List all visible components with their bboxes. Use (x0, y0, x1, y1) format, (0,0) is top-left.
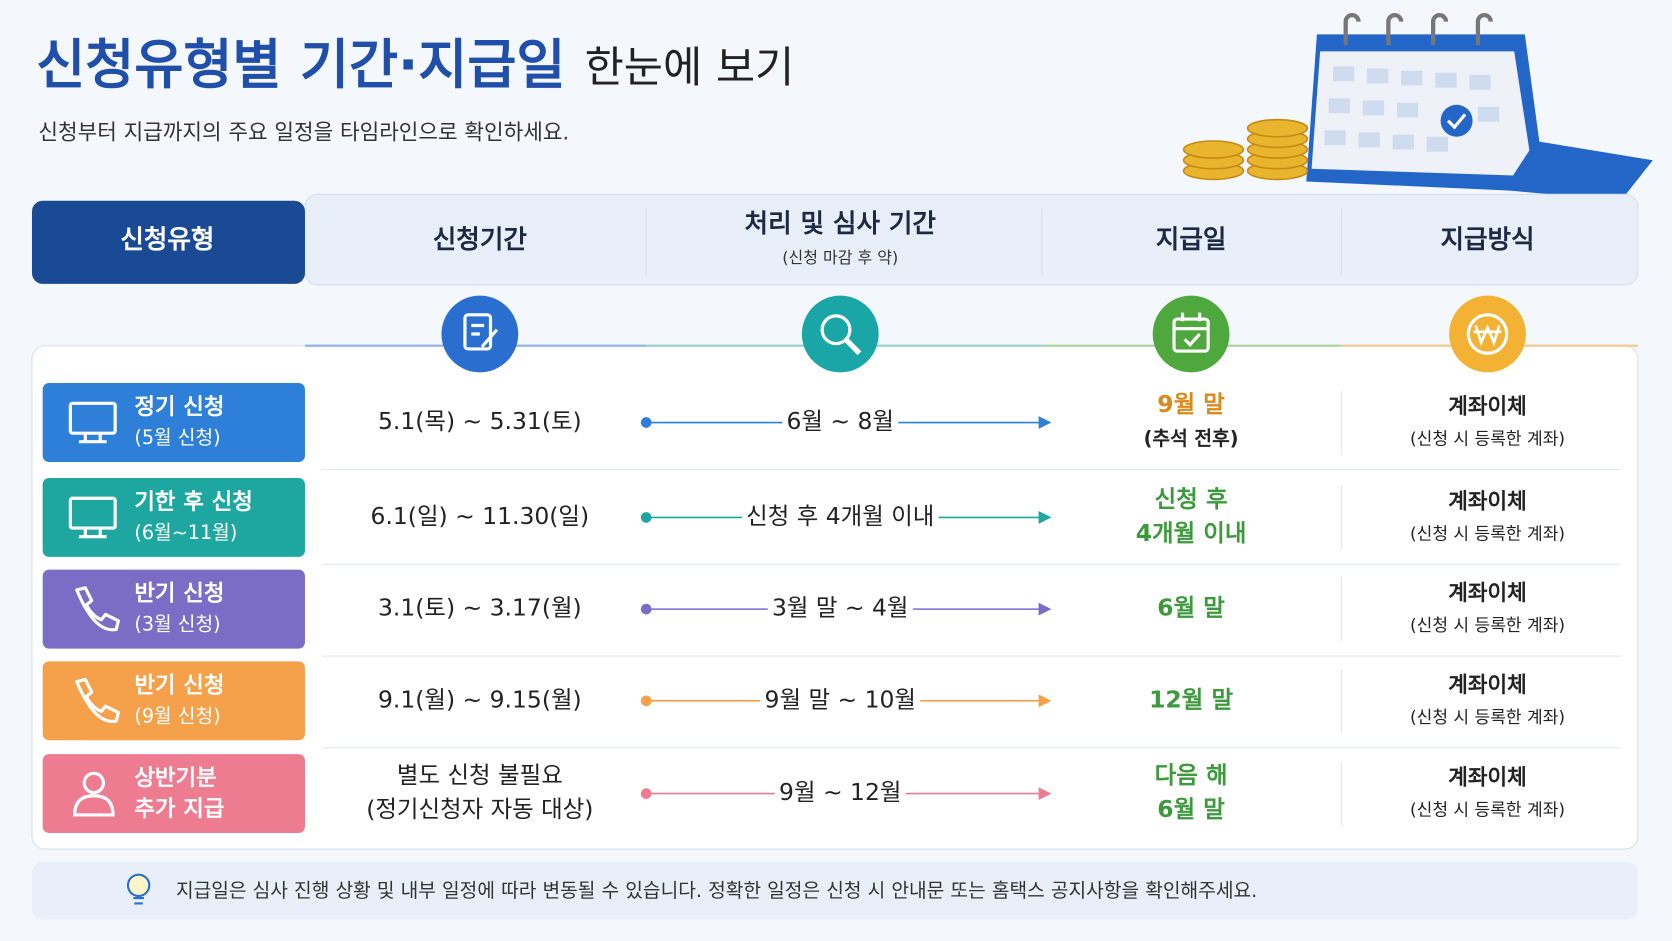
period-text: 9.1(월) ~ 9.15(월) (378, 685, 582, 713)
type-label: 추가 지급 (134, 796, 224, 822)
timeline-start (640, 512, 652, 523)
header-dividers (645, 208, 1342, 276)
processing-text: 신청 후 4개월 이내 (746, 502, 934, 530)
column-icon (1449, 295, 1526, 373)
type-icon (68, 496, 117, 539)
method-text: (신청 시 등록한 계좌) (1410, 430, 1565, 450)
type-label: (5월 신청) (134, 426, 220, 449)
processing-text: 6월 ~ 8월 (787, 407, 895, 435)
type-label: 기한 후 신청 (134, 489, 253, 515)
processing-bg (782, 407, 899, 438)
glyph (471, 323, 499, 348)
processing-text: 9월 ~ 12월 (779, 778, 901, 806)
glyph (68, 496, 117, 530)
processing-bg (741, 502, 939, 533)
title-suffix: 한눈에 보기 (585, 43, 795, 93)
glyph (1473, 324, 1502, 347)
column-icon-glyph (1172, 312, 1210, 353)
column-icon-glyph (820, 314, 862, 356)
glyph (1466, 313, 1509, 355)
header-type-cell (31, 200, 305, 284)
payout-text: 12월 말 (1149, 685, 1233, 713)
glyph (73, 794, 115, 817)
type-icon (68, 401, 117, 444)
method-text: 계좌이체 (1448, 581, 1526, 606)
note: 지급일은 심사 진행 상황 및 내부 일정에 따라 변동될 수 있습니다. 정확… (176, 879, 1257, 902)
method-text: 계좌이체 (1448, 766, 1526, 791)
glyph (82, 771, 106, 795)
column-icon-glyph (463, 313, 499, 351)
type-label: (9월 신청) (134, 704, 220, 727)
glyph (463, 313, 493, 351)
timeline-arrow (1038, 511, 1052, 524)
column-icon (1152, 295, 1230, 373)
period-text: (정기신청자 자동 대상) (366, 795, 593, 823)
calendar-illustration (1182, 13, 1653, 201)
type-label: 정기 신청 (134, 394, 224, 420)
period-text: 별도 신청 불필요 (397, 761, 563, 789)
payout-text: 신청 후 (1155, 485, 1228, 513)
subtitle: 신청부터 지급까지의 주요 일정을 타임라인으로 확인하세요. (38, 121, 569, 146)
glyph (75, 586, 120, 632)
method-text: (신청 시 등록한 계좌) (1410, 616, 1565, 636)
processing-text: 9월 말 ~ 10월 (765, 685, 916, 713)
column-header: 신청유형 (120, 225, 214, 255)
glyph (820, 314, 852, 346)
glyph (1172, 317, 1210, 353)
payout-text: 6월 말 (1157, 594, 1225, 622)
column-header: 처리 및 심사 기간 (745, 209, 937, 239)
type-label: 반기 신청 (134, 581, 224, 607)
timeline-arrow (1038, 787, 1052, 800)
column-icon (801, 295, 879, 373)
processing-bg (774, 778, 906, 809)
type-label: (6월~11월) (134, 521, 237, 544)
column-header: 신청기간 (433, 225, 528, 255)
type-icon (75, 677, 120, 724)
timeline-arrow (1038, 602, 1052, 616)
glyph (844, 338, 862, 356)
bulb-icon (126, 873, 151, 905)
method-text: (신청 시 등록한 계좌) (1410, 524, 1565, 544)
glyph (1174, 312, 1209, 347)
processing-bg (760, 685, 921, 716)
method-text: 계좌이체 (1448, 489, 1526, 514)
type-icon (73, 771, 115, 817)
type-icon (75, 586, 120, 632)
note-box (31, 861, 1638, 920)
timeline-start (640, 788, 652, 799)
type-label: (3월 신청) (134, 613, 220, 636)
timeline-arrow (1038, 416, 1052, 429)
method-text: (신청 시 등록한 계좌) (1410, 708, 1565, 728)
glyph (78, 528, 107, 539)
glyph (78, 433, 107, 444)
column-header: 지급방식 (1440, 225, 1534, 255)
payout-text: 다음 해 (1155, 761, 1228, 789)
timeline-start (640, 417, 652, 428)
payout-text: 4개월 이내 (1136, 519, 1247, 547)
method-text: (신청 시 등록한 계좌) (1410, 801, 1565, 821)
glyph (68, 401, 117, 435)
glyph (75, 677, 120, 724)
type-label: 반기 신청 (134, 672, 224, 698)
payout-text: 6월 말 (1157, 795, 1225, 823)
processing-bg (767, 594, 913, 625)
processing-text: 3월 말 ~ 4월 (772, 594, 909, 622)
timeline-start (640, 603, 652, 615)
method-text: 계좌이체 (1448, 395, 1526, 420)
timeline-arrow (1038, 694, 1052, 708)
method-text: 계좌이체 (1448, 673, 1526, 698)
title: 신청유형별 기간·지급일 (36, 34, 565, 96)
column-header: 지급일 (1156, 225, 1227, 255)
payout-text: 9월 말 (1157, 390, 1225, 418)
column-icon-glyph (1466, 313, 1509, 355)
payout-text: (추석 전후) (1144, 427, 1239, 450)
type-label: 상반기분 (134, 765, 216, 791)
timeline-start (640, 695, 652, 707)
column-subheader: (신청 마감 후 약) (782, 248, 898, 267)
period-text: 6.1(일) ~ 11.30(일) (371, 502, 590, 530)
period-text: 5.1(목) ~ 5.31(토) (378, 407, 582, 435)
period-text: 3.1(토) ~ 3.17(월) (378, 594, 582, 622)
